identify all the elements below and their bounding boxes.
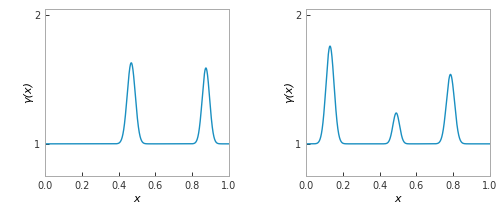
Y-axis label: γ(x): γ(x) — [24, 81, 34, 103]
X-axis label: x: x — [394, 194, 402, 204]
X-axis label: x: x — [134, 194, 140, 204]
Y-axis label: γ(x): γ(x) — [284, 81, 294, 103]
